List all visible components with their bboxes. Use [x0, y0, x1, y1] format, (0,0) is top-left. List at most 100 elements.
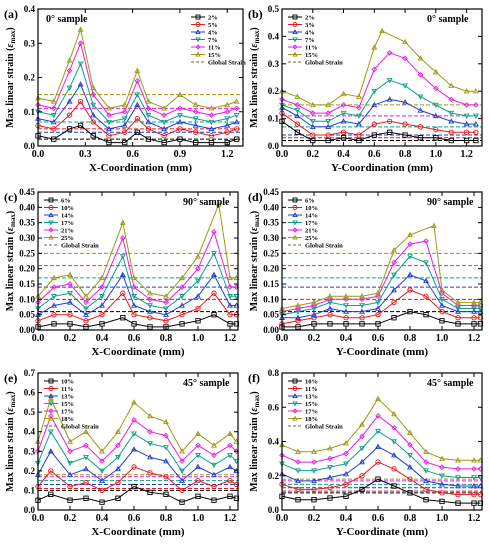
data-point: [471, 475, 477, 481]
x-tick-label: 1.0: [436, 513, 449, 524]
legend-global-label: Global Strain: [61, 424, 99, 431]
data-point: [147, 296, 153, 303]
data-point: [224, 101, 231, 108]
data-point: [402, 132, 408, 138]
data-point: [439, 287, 445, 293]
data-point: [227, 312, 233, 318]
data-point: [179, 294, 185, 300]
series-line: [37, 448, 237, 482]
data-series: [279, 118, 479, 144]
data-point: [423, 459, 429, 465]
legend-marker: [195, 29, 201, 35]
data-point: [67, 281, 73, 287]
data-point: [51, 321, 57, 327]
series-line: [37, 314, 237, 328]
data-series: [35, 81, 240, 132]
data-point: [179, 302, 185, 308]
data-point: [227, 284, 233, 290]
legend-label: 10%: [61, 379, 74, 386]
legend-marker: [48, 415, 54, 421]
data-point: [131, 431, 137, 437]
panel-label: (d): [248, 190, 263, 204]
data-point: [455, 482, 461, 489]
data-point: [131, 312, 137, 318]
y-tick-label: 0.6: [24, 388, 36, 398]
legend-marker: [48, 393, 54, 399]
data-point: [179, 284, 185, 290]
data-point: [295, 459, 301, 465]
series-line: [281, 240, 481, 313]
x-tick-label: 0.8: [160, 513, 173, 524]
data-point: [233, 98, 240, 104]
data-point: [177, 105, 183, 112]
data-point: [439, 302, 445, 308]
data-point: [121, 116, 128, 122]
data-point: [99, 274, 105, 281]
data-point: [294, 102, 301, 108]
data-point: [179, 321, 185, 327]
legend: 2%5%4%7%11%15%Global Strain: [191, 15, 246, 67]
data-point: [163, 299, 169, 306]
data-point: [343, 493, 349, 499]
data-point: [295, 314, 301, 320]
legend-marker: [292, 205, 298, 210]
legend-label: 14%: [61, 213, 74, 220]
data-point: [391, 483, 397, 489]
panel-label: (b): [248, 7, 263, 21]
data-point: [359, 458, 365, 465]
panel-title: 90° sample: [427, 197, 474, 208]
chart-panel-2: 0.0 0.2 0.4 0.6 0.8 1.0 1.2 0.0 0.1 0.2 0.3 0.4 0.5 Y…: [248, 4, 483, 174]
data-point: [51, 126, 57, 132]
data-point: [327, 474, 333, 480]
series-line: [37, 485, 237, 503]
data-point: [66, 57, 73, 63]
legend-label: 17%: [61, 409, 74, 416]
data-point: [67, 497, 73, 503]
data-point: [423, 260, 429, 266]
data-point: [145, 112, 152, 119]
data-point: [195, 318, 201, 324]
data-point: [195, 305, 201, 312]
data-point: [359, 421, 365, 427]
data-point: [472, 120, 479, 127]
data-point: [233, 118, 240, 125]
data-point: [163, 474, 169, 480]
data-point: [115, 454, 121, 461]
data-point: [192, 108, 199, 115]
legend-label: 10%: [305, 205, 318, 212]
data-point: [375, 305, 381, 311]
legend-marker: [292, 37, 298, 43]
legend-label: 7%: [305, 37, 315, 44]
data-point: [433, 135, 439, 141]
data-point: [311, 299, 317, 305]
data-point: [407, 452, 413, 459]
data-point: [67, 460, 73, 467]
data-point: [51, 274, 57, 281]
legend-marker: [48, 378, 54, 384]
data-point: [131, 483, 137, 490]
data-point: [119, 271, 126, 278]
chart-panel-3: 0.0 0.2 0.4 0.6 0.8 1.0 1.2 0.00 0.05 0.10 0.15 0.2…: [4, 187, 240, 358]
y-tick-label: 0.4: [24, 4, 36, 14]
data-point: [119, 254, 126, 260]
legend: 10%11%13%15%17%18%Global Strain: [288, 379, 343, 431]
panel-title: 0° sample: [46, 14, 88, 25]
legend-label: 7%: [208, 37, 218, 44]
data-point: [471, 302, 477, 309]
x-tick-label: 0.0: [276, 333, 289, 344]
data-point: [295, 448, 301, 454]
data-point: [195, 442, 201, 449]
data-point: [211, 312, 217, 318]
data-point: [122, 129, 128, 135]
data-point: [163, 318, 169, 324]
data-point: [311, 311, 317, 317]
data-point: [67, 290, 73, 297]
data-point: [215, 201, 222, 207]
data-point: [47, 395, 54, 401]
data-point: [407, 490, 413, 496]
data-point: [90, 133, 96, 139]
data-point: [375, 412, 381, 419]
data-point: [309, 101, 316, 108]
data-point: [359, 433, 365, 440]
data-point: [295, 324, 301, 330]
